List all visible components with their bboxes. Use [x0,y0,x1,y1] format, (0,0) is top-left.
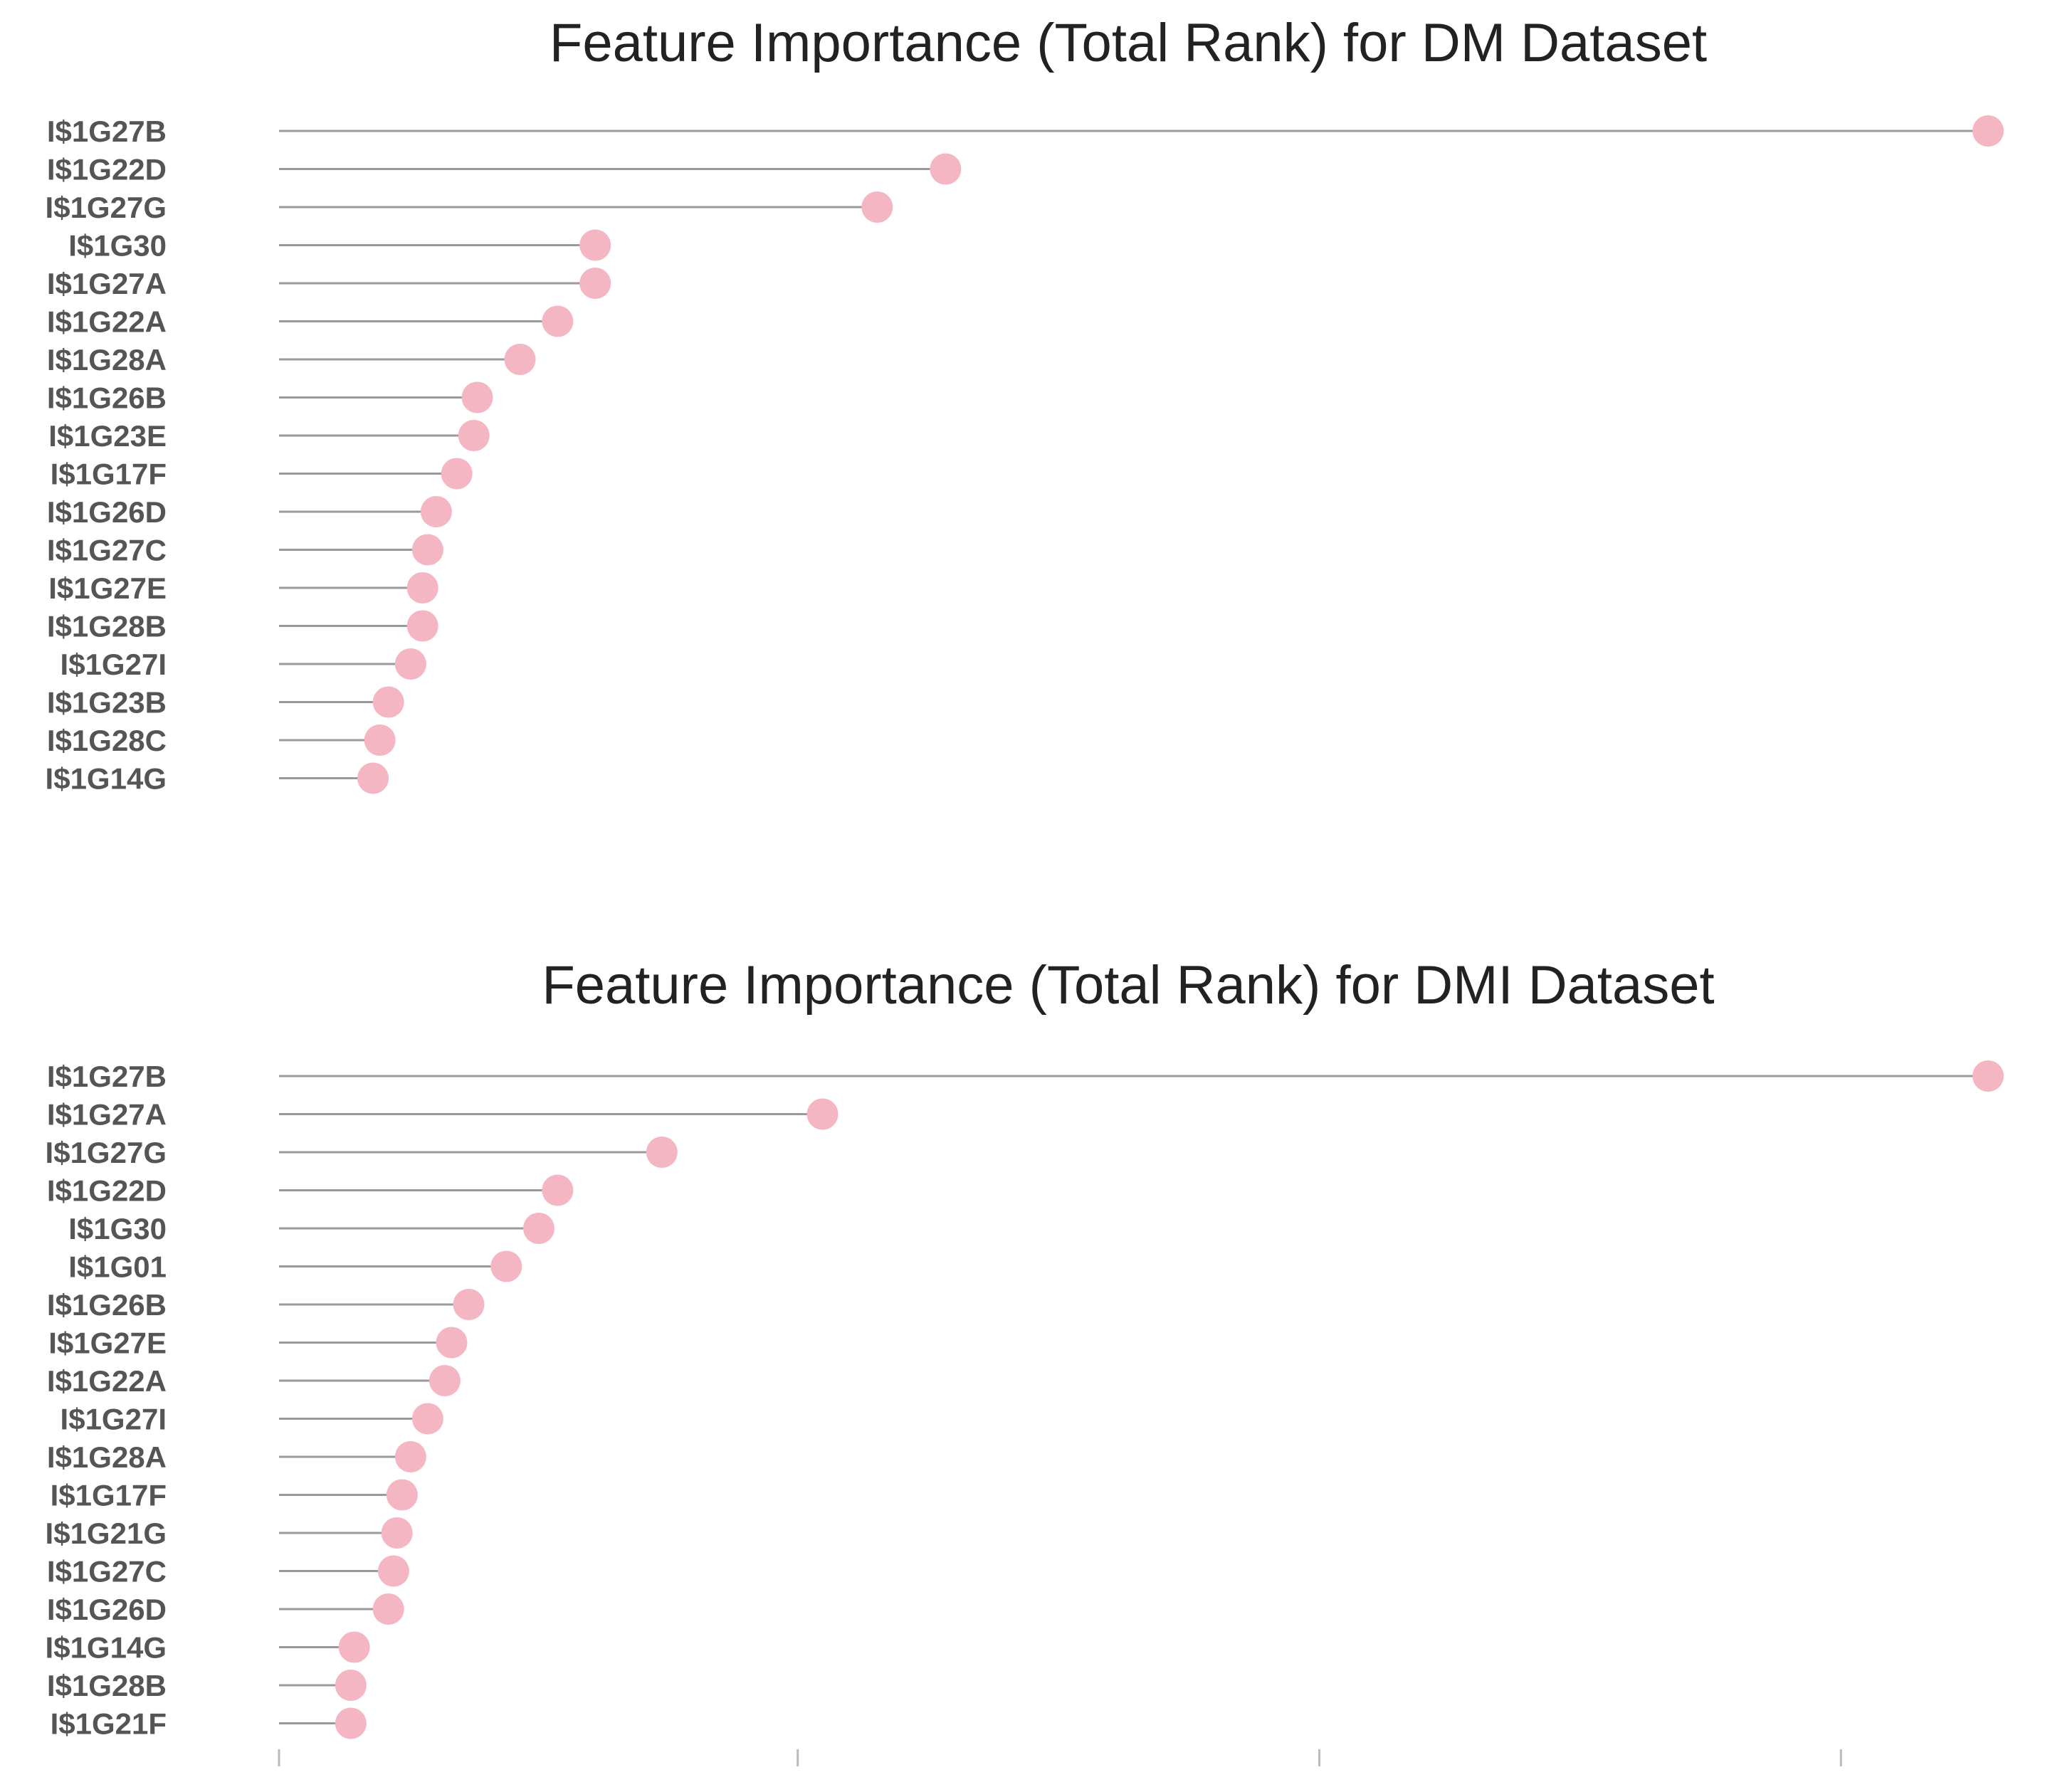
chart-panel-2: Feature Importance (Total Rank) for DMI … [46,955,2004,1741]
lollipop-point [411,534,443,566]
category-label: I$1G21G [46,1517,167,1550]
category-label: I$1G28B [47,610,167,643]
lollipop-point [411,1403,443,1435]
chart-title: Feature Importance (Total Rank) for DM D… [550,13,1707,73]
category-label: I$1G30 [68,229,167,263]
category-label: I$1G27G [46,1136,167,1169]
chart-panel-1: Feature Importance (Total Rank) for DM D… [46,13,2004,796]
category-label: I$1G27A [47,1098,167,1132]
lollipop-point [1972,1060,2004,1092]
lollipop-point [386,1479,418,1511]
lollipop-point [461,381,493,413]
x-axis [278,1749,1842,1766]
category-label: I$1G17F [51,1479,167,1512]
category-label: I$1G28C [47,724,167,757]
lollipop-point [542,1174,574,1206]
lollipop-point [372,686,404,718]
lollipop-point [646,1137,678,1168]
category-label: I$1G22D [47,1174,167,1208]
category-label: I$1G17F [51,458,167,491]
lollipop-point [806,1098,839,1130]
category-label: I$1G22A [47,305,167,339]
category-label: I$1G28B [47,1669,167,1702]
lollipop-point [357,762,389,794]
lollipop-point [490,1250,522,1282]
lollipop-point [406,610,438,642]
category-label: I$1G21F [51,1707,167,1741]
lollipop-point [335,1670,367,1701]
category-label: I$1G23B [47,686,167,720]
lollipop-point [420,496,452,527]
lollipop-point [406,572,438,604]
category-label: I$1G28A [47,343,167,376]
lollipop-point [377,1555,409,1587]
category-label: I$1G27E [48,571,167,605]
category-label: I$1G26D [47,1593,167,1626]
lollipop-point [453,1289,485,1320]
category-label: I$1G22A [47,1364,167,1398]
category-label: I$1G26B [47,381,167,415]
category-label: I$1G27B [47,115,167,148]
lollipop-point [542,305,574,337]
category-label: I$1G27B [47,1060,167,1093]
lollipop-point [436,1327,468,1359]
category-label: I$1G27C [47,1555,167,1588]
category-label: I$1G27C [47,534,167,567]
lollipop-point [579,229,611,261]
category-label: I$1G22D [47,153,167,186]
category-label: I$1G27G [46,191,167,224]
lollipop-point [441,458,473,490]
category-label: I$1G23E [48,419,167,453]
category-label: I$1G30 [68,1212,167,1245]
lollipop-point [1972,115,2004,147]
category-label: I$1G27A [47,267,167,300]
lollipop-point [364,724,396,756]
lollipop-point [522,1213,554,1244]
category-label: I$1G28A [47,1440,167,1474]
category-label: I$1G27I [61,648,167,681]
lollipop-point [861,191,893,223]
lollipop-point [930,153,962,185]
category-label: I$1G26B [47,1288,167,1322]
lollipop-point [394,1441,426,1472]
lollipop-point [338,1631,370,1663]
category-label: I$1G14G [46,1631,167,1665]
lollipop-point [579,268,611,299]
lollipop-point [381,1517,413,1549]
lollipop-point [335,1707,367,1739]
lollipop-point [504,344,536,375]
category-label: I$1G14G [46,762,167,796]
category-label: I$1G01 [68,1250,167,1284]
lollipop-point [429,1365,461,1396]
category-label: I$1G27I [61,1403,167,1436]
category-label: I$1G27E [48,1327,167,1360]
lollipop-point [458,420,490,451]
lollipop-point [394,648,426,680]
category-label: I$1G26D [47,495,167,529]
lollipop-point [372,1593,404,1625]
chart-title: Feature Importance (Total Rank) for DMI … [542,955,1714,1016]
